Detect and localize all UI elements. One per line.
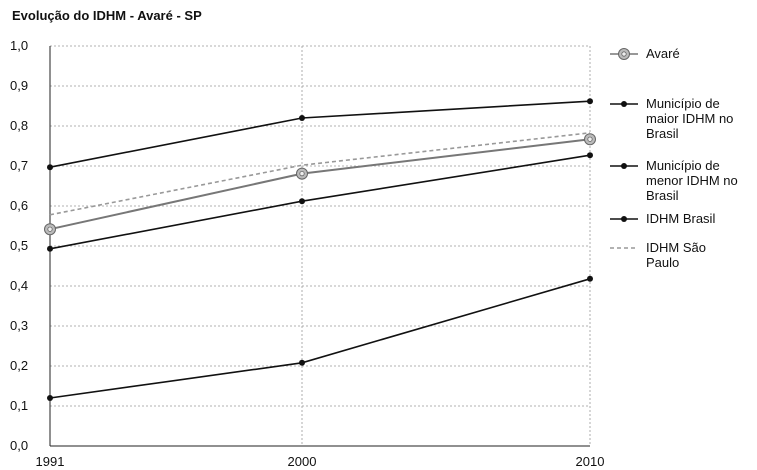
legend-label: Brasil xyxy=(646,126,679,141)
legend-item-1: Avaré xyxy=(610,46,680,61)
data-point xyxy=(621,216,627,222)
data-point xyxy=(299,115,305,121)
legend-label: maior IDHM no xyxy=(646,111,733,126)
data-point xyxy=(618,48,630,60)
series-line xyxy=(49,154,591,250)
y-tick-label: 0,8 xyxy=(10,118,28,133)
y-tick-label: 0,4 xyxy=(10,278,28,293)
series-line xyxy=(49,278,591,399)
y-tick-label: 0,9 xyxy=(10,78,28,93)
y-tick-label: 0,3 xyxy=(10,318,28,333)
legend-label: menor IDHM no xyxy=(646,173,738,188)
x-tick-labels: 1991 2000 2010 xyxy=(36,454,605,469)
y-tick-label: 1,0 xyxy=(10,38,28,53)
data-point xyxy=(47,245,53,252)
data-point-inner xyxy=(47,226,53,232)
series-3 xyxy=(47,275,593,401)
data-point xyxy=(299,198,305,205)
legend-label: Brasil xyxy=(646,188,679,203)
data-point-inner xyxy=(587,136,593,142)
legend-label: Paulo xyxy=(646,255,679,270)
legend-item-4: IDHM Brasil xyxy=(610,211,715,226)
x-tick-label: 2010 xyxy=(576,454,605,469)
series-line xyxy=(49,138,591,231)
series-5 xyxy=(49,132,591,216)
data-point xyxy=(621,101,627,107)
data-point xyxy=(621,163,627,169)
data-point xyxy=(299,359,305,366)
series-line xyxy=(49,100,591,168)
data-point xyxy=(44,223,56,236)
legend-label: Município de xyxy=(646,158,720,173)
series-2 xyxy=(47,98,593,171)
y-tick-label: 0,0 xyxy=(10,438,28,453)
y-tick-label: 0,7 xyxy=(10,158,28,173)
y-tick-label: 0,2 xyxy=(10,358,28,373)
y-tick-label: 0,1 xyxy=(10,398,28,413)
y-tick-label: 0,6 xyxy=(10,198,28,213)
data-point xyxy=(587,275,593,282)
data-point xyxy=(587,152,593,159)
data-point-inner xyxy=(621,51,627,57)
grid xyxy=(50,45,591,446)
series-4 xyxy=(47,152,593,252)
legend-label: Município de xyxy=(646,96,720,111)
data-point xyxy=(587,98,593,105)
legend-label: Avaré xyxy=(646,46,680,61)
series-line xyxy=(49,132,591,216)
x-tick-label: 1991 xyxy=(36,454,65,469)
data-point-inner xyxy=(299,171,305,177)
legend-label: IDHM São xyxy=(646,240,706,255)
data-point xyxy=(296,167,308,180)
series-lines xyxy=(44,98,596,401)
data-point xyxy=(47,395,53,401)
data-point xyxy=(47,164,53,171)
y-tick-label: 0,5 xyxy=(10,238,28,253)
data-point xyxy=(584,133,596,146)
y-tick-labels: 0,0 0,1 0,2 0,3 0,4 0,5 0,6 0,7 0,8 0,9 1,0 xyxy=(10,38,28,453)
series-1 xyxy=(44,133,596,236)
chart-title: Evolução do IDHM - Avaré - SP xyxy=(12,8,202,23)
legend-label: IDHM Brasil xyxy=(646,211,715,226)
x-tick-label: 2000 xyxy=(288,454,317,469)
